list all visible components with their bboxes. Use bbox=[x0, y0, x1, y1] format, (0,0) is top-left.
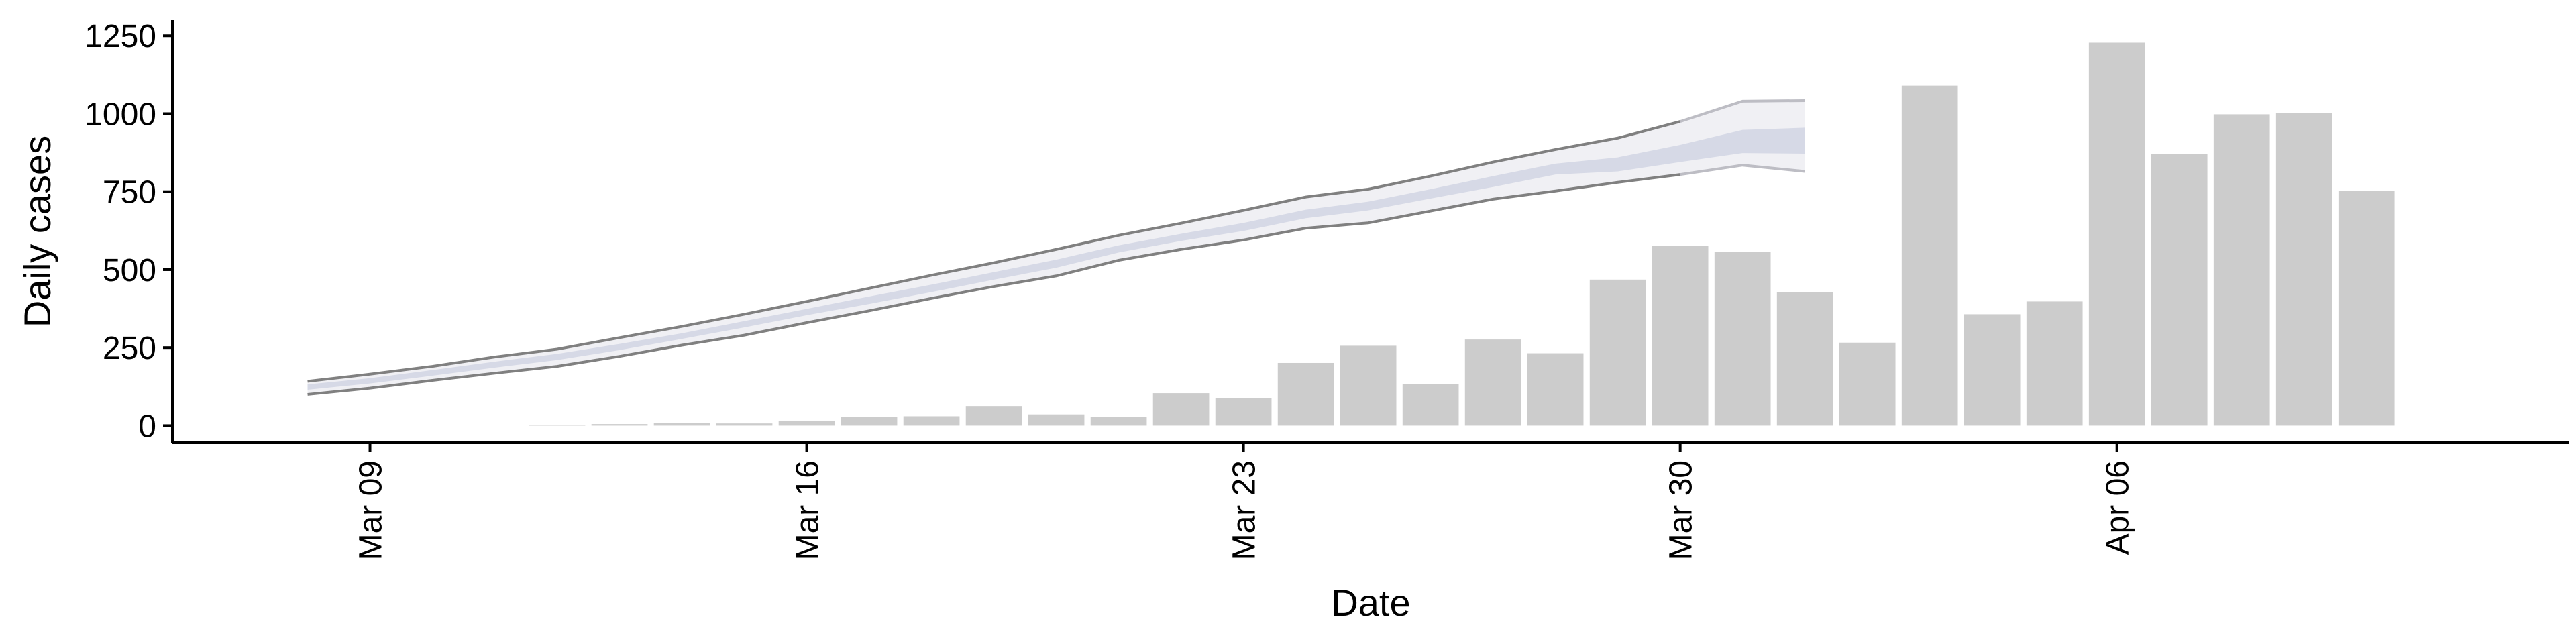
bar-2020-04-08 bbox=[2213, 114, 2270, 426]
x-axis-title: Date bbox=[1331, 582, 1410, 624]
axes: 0 250 500 750 1000 1250 Mar 09 Mar 16 Mar 23 Mar … bbox=[85, 19, 2569, 560]
bar-2020-03-16 bbox=[778, 420, 835, 426]
y-tick-label-1250: 1250 bbox=[85, 19, 156, 54]
bar-2020-03-28 bbox=[1527, 353, 1584, 426]
bar-2020-04-09 bbox=[2275, 113, 2332, 426]
bar-2020-03-30 bbox=[1652, 246, 1709, 426]
bar-2020-03-23 bbox=[1215, 398, 1272, 426]
bar-2020-03-15 bbox=[716, 423, 773, 426]
bar-2020-03-24 bbox=[1277, 362, 1334, 426]
bar-2020-04-03 bbox=[1901, 85, 1958, 426]
bar-2020-03-19 bbox=[965, 406, 1022, 426]
bar-2020-03-25 bbox=[1340, 345, 1397, 426]
projection-outer-band bbox=[307, 100, 1805, 394]
bar-2020-04-01 bbox=[1776, 292, 1833, 426]
y-tick-label-750: 750 bbox=[103, 175, 156, 211]
bar-2020-03-18 bbox=[903, 416, 960, 426]
bar-2020-04-06 bbox=[2088, 42, 2145, 426]
bar-2020-03-27 bbox=[1464, 339, 1521, 426]
x-tick-label-1: Mar 16 bbox=[790, 460, 826, 560]
bar-2020-03-20 bbox=[1028, 414, 1085, 426]
projection-inner-band bbox=[307, 127, 1805, 390]
x-tick-label-3: Mar 30 bbox=[1664, 460, 1699, 560]
projection-upper-line bbox=[307, 120, 1681, 383]
bar-2020-04-10 bbox=[2338, 191, 2395, 426]
x-tick-label-4: Apr 06 bbox=[2100, 460, 2136, 555]
bar-2020-03-31 bbox=[1714, 252, 1771, 426]
bar-2020-03-14 bbox=[653, 423, 710, 426]
x-tick-label-0: Mar 09 bbox=[354, 460, 389, 560]
bar-2020-03-26 bbox=[1402, 384, 1459, 426]
bar-2020-03-22 bbox=[1152, 393, 1210, 426]
y-tick-label-500: 500 bbox=[103, 253, 156, 288]
bar-2020-03-29 bbox=[1589, 279, 1646, 426]
bar-2020-04-04 bbox=[1964, 314, 2021, 426]
y-axis-title: Daily cases bbox=[16, 136, 58, 327]
bar-2020-03-13 bbox=[591, 424, 648, 426]
projection-upper-line-extension bbox=[1680, 99, 1805, 123]
bar-2020-04-07 bbox=[2151, 154, 2208, 426]
bar-2020-04-05 bbox=[2026, 301, 2083, 426]
y-tick-label-0: 0 bbox=[138, 409, 156, 444]
bar-2020-04-02 bbox=[1839, 342, 1896, 426]
projection-lower-line-extension bbox=[1680, 164, 1805, 176]
plot-area bbox=[307, 42, 2395, 426]
bar-2020-03-21 bbox=[1090, 417, 1147, 426]
x-tick-label-2: Mar 23 bbox=[1227, 460, 1263, 560]
bar-2020-03-17 bbox=[841, 417, 898, 426]
y-tick-label-1000: 1000 bbox=[85, 97, 156, 132]
y-tick-label-250: 250 bbox=[103, 331, 156, 366]
projection-lower-line bbox=[307, 173, 1680, 396]
